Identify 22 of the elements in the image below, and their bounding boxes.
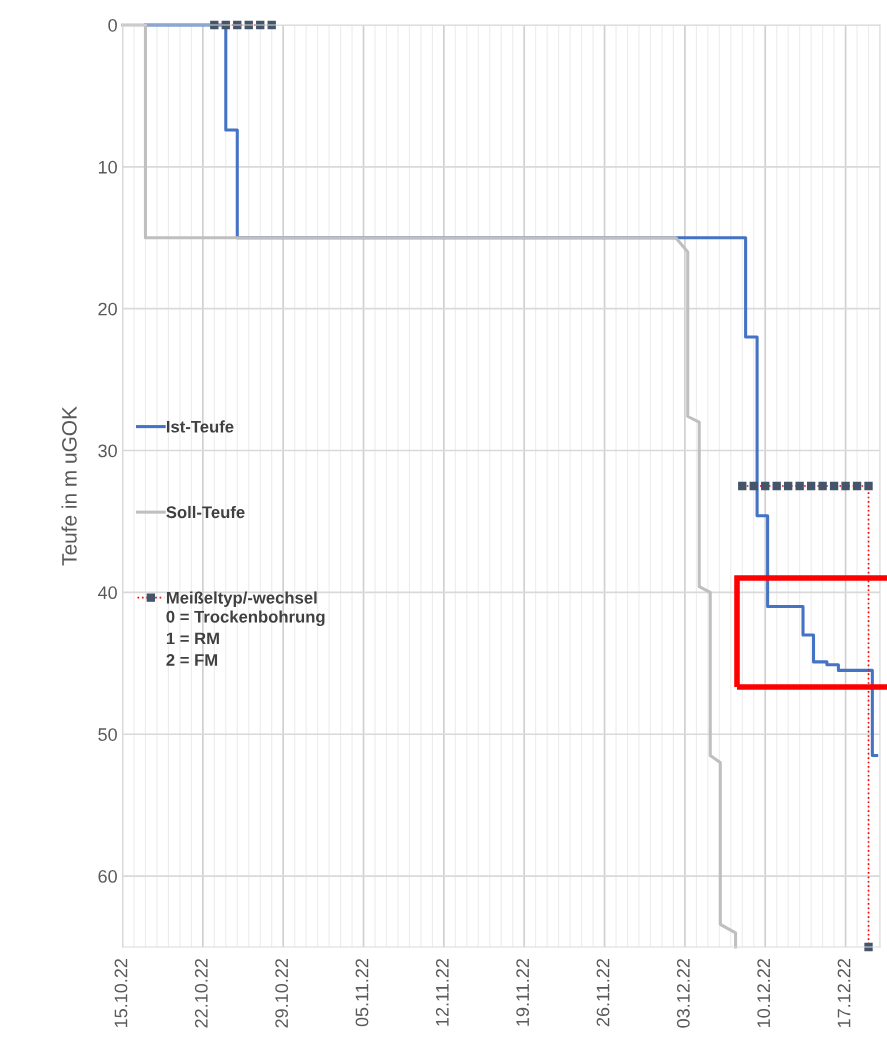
x-tick-label: 29.10.22 <box>275 959 289 1028</box>
x-tick-label: 12.11.22 <box>435 959 449 1026</box>
x-tick-label: 15.10.22 <box>114 959 128 1028</box>
legend-label: Ist-Teufe <box>166 420 234 433</box>
x-tick-label: 03.12.22 <box>676 959 690 1028</box>
legend-label: Meißeltyp/-wechsel <box>166 591 317 607</box>
x-tick-label: 10.12.22 <box>757 959 771 1028</box>
y-tick-label: 20 <box>98 302 117 316</box>
y-tick-label: 10 <box>98 160 117 174</box>
x-tick-label: 17.12.22 <box>837 959 851 1028</box>
annotation: 0 = Trockenbohrung 1 = RM 2 = FM <box>166 610 325 666</box>
y-tick-label: 40 <box>97 586 117 600</box>
y-axis-title: Teufe in m uGOK <box>61 406 77 566</box>
x-tick-label: 26.11.22 <box>596 959 610 1027</box>
legend-label: Soll-Teufe <box>166 505 245 519</box>
x-tick-label: 19.11.22 <box>516 959 530 1026</box>
x-tick-label: 22.10.22 <box>194 959 208 1028</box>
y-tick-label: 0 <box>108 18 117 32</box>
y-tick-label: 30 <box>98 444 117 458</box>
y-tick-label: 50 <box>98 728 117 741</box>
y-tick-label: 60 <box>98 870 117 883</box>
x-tick-label: 05.11.22 <box>355 959 369 1027</box>
